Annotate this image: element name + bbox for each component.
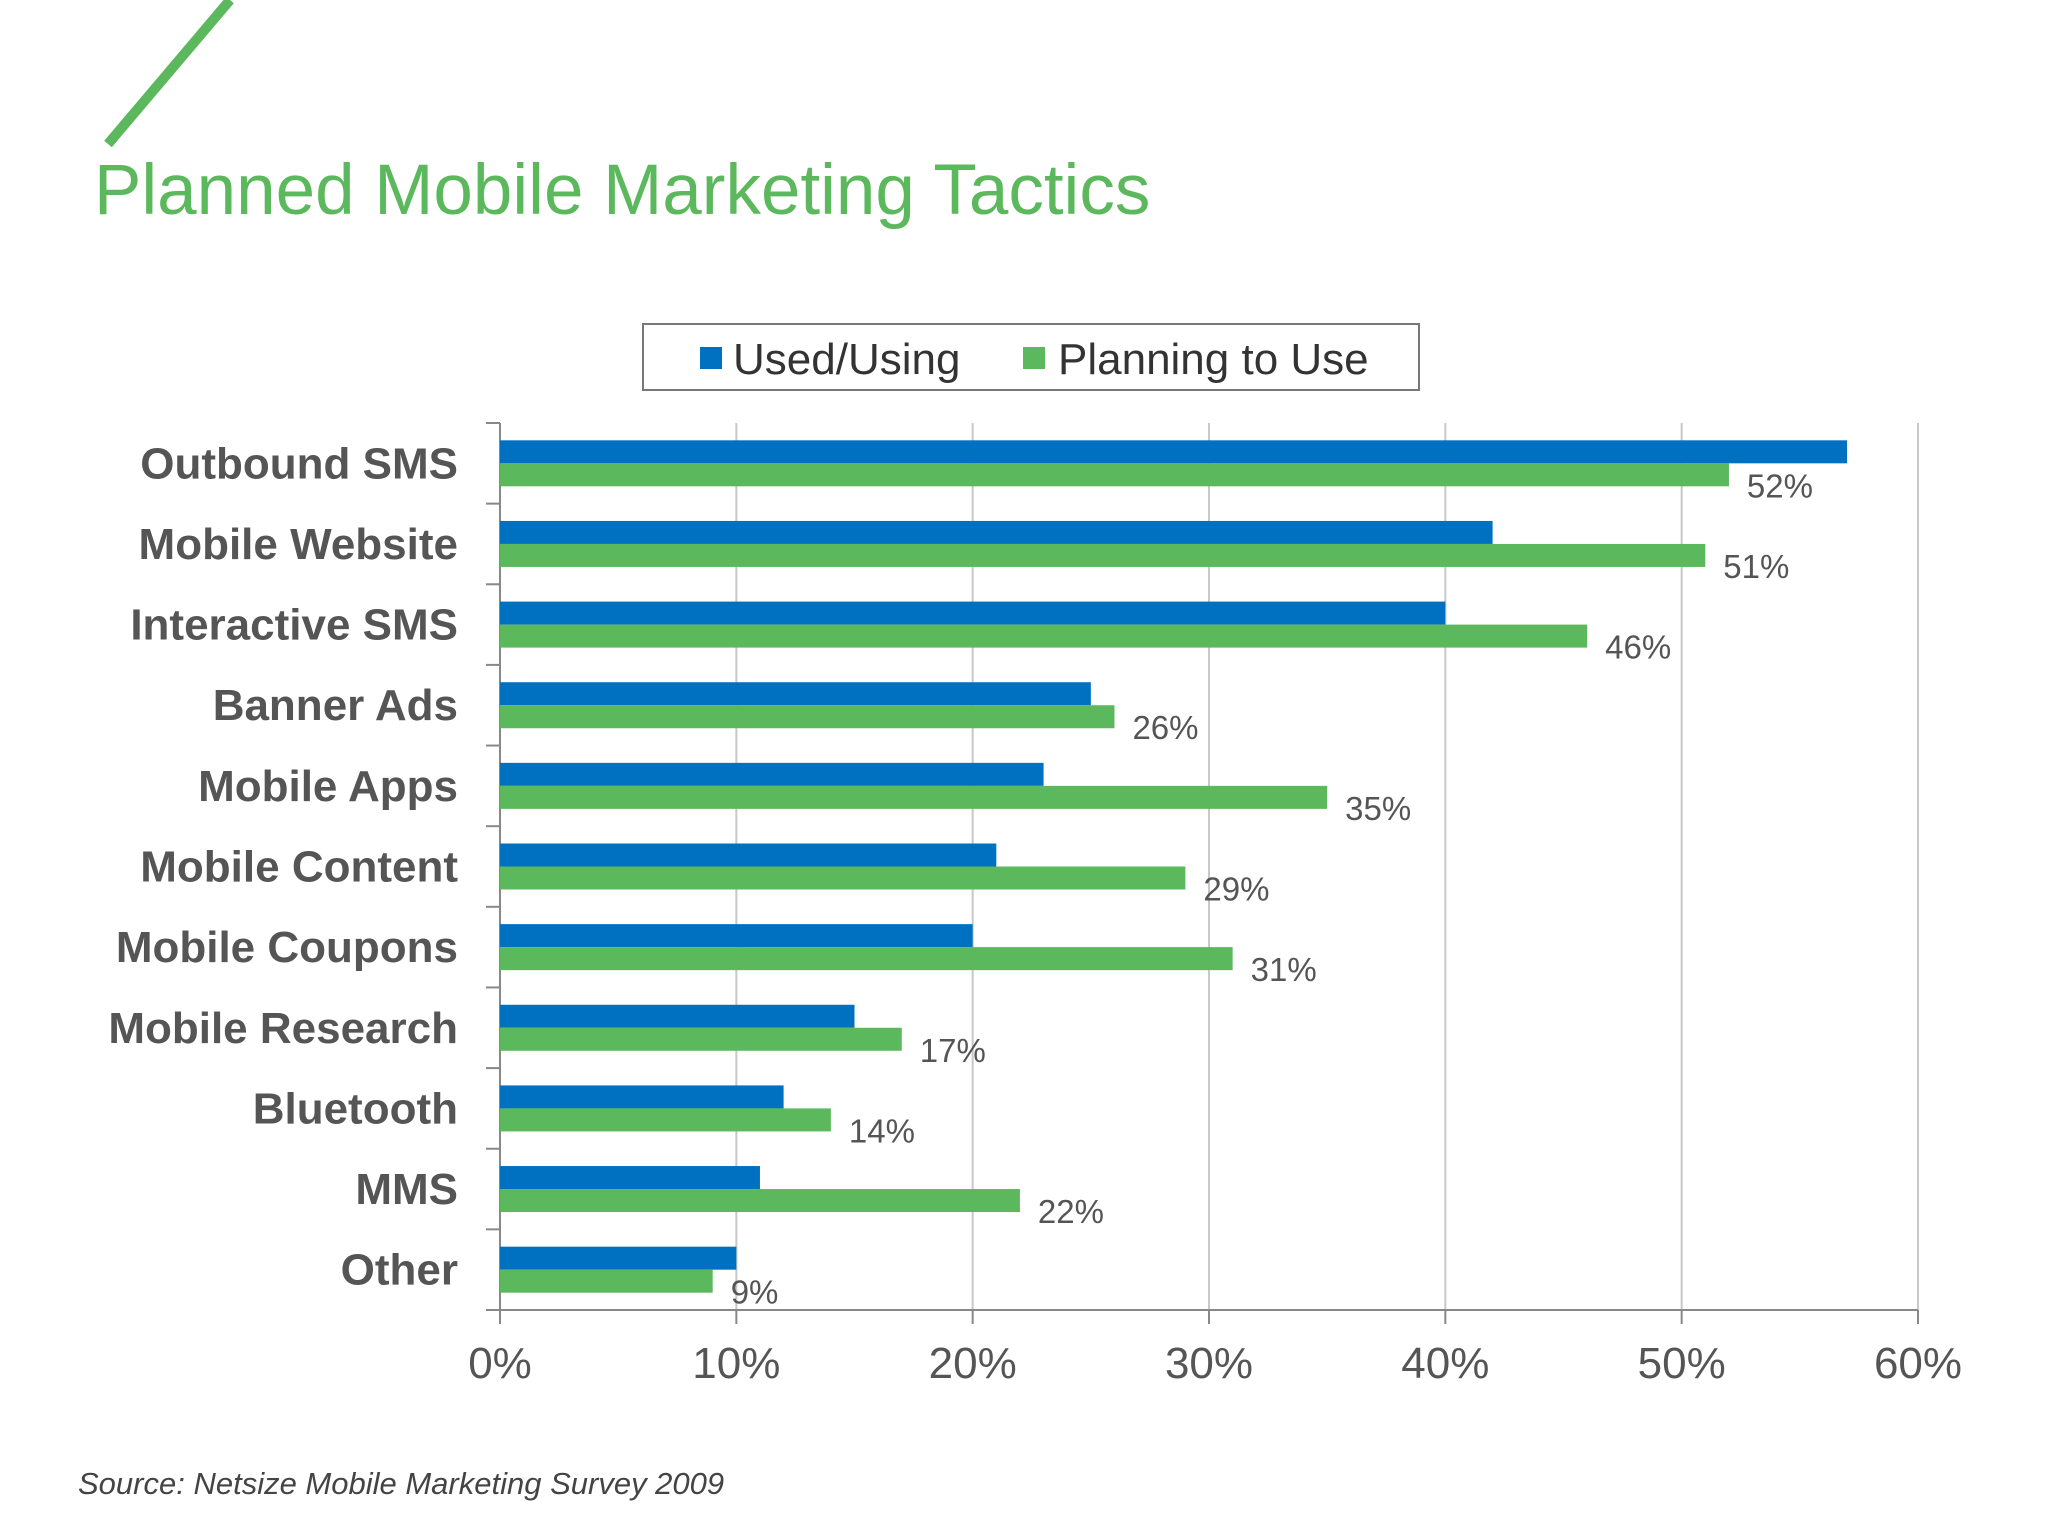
category-label: Banner Ads — [213, 681, 458, 730]
data-label: 14% — [849, 1112, 915, 1149]
bar-planning-to-use — [500, 1269, 713, 1293]
bar-used-using — [500, 1004, 855, 1028]
x-tick-label: 30% — [1165, 1339, 1253, 1388]
x-tick-label: 40% — [1401, 1339, 1489, 1388]
x-tick-label: 60% — [1874, 1339, 1962, 1388]
bar-planning-to-use — [500, 785, 1328, 809]
bar-planning-to-use — [500, 1108, 831, 1132]
bar-planning-to-use — [500, 1189, 1020, 1213]
category-label: Mobile Content — [140, 843, 458, 892]
category-label: Interactive SMS — [130, 601, 458, 650]
bar-planning-to-use — [500, 543, 1706, 567]
data-label: 31% — [1251, 951, 1317, 988]
bar-used-using — [500, 601, 1446, 625]
page-title: Planned Mobile Marketing Tactics — [94, 151, 1151, 230]
bar-planning-to-use — [500, 1027, 902, 1051]
bar-planning-to-use — [500, 463, 1729, 487]
legend-label: Planning to Use — [1058, 335, 1369, 384]
bar-planning-to-use — [500, 866, 1186, 890]
bar-used-using — [500, 843, 997, 867]
data-label: 29% — [1203, 871, 1269, 908]
category-label: Outbound SMS — [140, 439, 458, 488]
data-label: 52% — [1747, 467, 1813, 504]
bar-planning-to-use — [500, 947, 1233, 971]
source-note: Source: Netsize Mobile Marketing Survey … — [78, 1466, 725, 1501]
bar-planning-to-use — [500, 705, 1115, 729]
data-label: 51% — [1723, 548, 1789, 585]
data-label: 22% — [1038, 1193, 1104, 1230]
data-label: 35% — [1345, 790, 1411, 827]
category-label: Other — [341, 1246, 458, 1295]
data-label: 46% — [1605, 629, 1671, 666]
bar-used-using — [500, 1085, 784, 1109]
bar-used-using — [500, 520, 1493, 544]
bar-chart: 0% 10% 20% 30% 40% 50% 60% Outbound SMS 52% Mobil… — [108, 323, 1962, 1388]
legend: Used/Using Planning to Use — [642, 323, 1420, 391]
bar-used-using — [500, 1246, 737, 1270]
data-label: 9% — [731, 1274, 779, 1311]
bar-used-using — [500, 1166, 760, 1190]
legend-swatch — [700, 347, 722, 369]
bar-used-using — [500, 762, 1044, 786]
category-label: Mobile Research — [108, 1004, 458, 1053]
category-label: Mobile Apps — [198, 762, 458, 811]
bar-used-using — [500, 682, 1091, 706]
data-label: 26% — [1132, 709, 1198, 746]
x-tick-label: 10% — [692, 1339, 780, 1388]
legend-label: Used/Using — [733, 335, 960, 384]
x-tick-label: 50% — [1638, 1339, 1726, 1388]
x-tick-label: 0% — [468, 1339, 532, 1388]
category-label: Mobile Website — [139, 520, 458, 569]
data-label: 17% — [920, 1032, 986, 1069]
bar-used-using — [500, 924, 973, 948]
x-tick-label: 20% — [929, 1339, 1017, 1388]
bar-used-using — [500, 440, 1848, 464]
category-label: Mobile Coupons — [116, 923, 458, 972]
bar-planning-to-use — [500, 624, 1588, 648]
legend-swatch — [1023, 347, 1045, 369]
accent-line — [104, 0, 234, 148]
category-label: Bluetooth — [253, 1084, 458, 1133]
category-label: MMS — [355, 1165, 458, 1214]
